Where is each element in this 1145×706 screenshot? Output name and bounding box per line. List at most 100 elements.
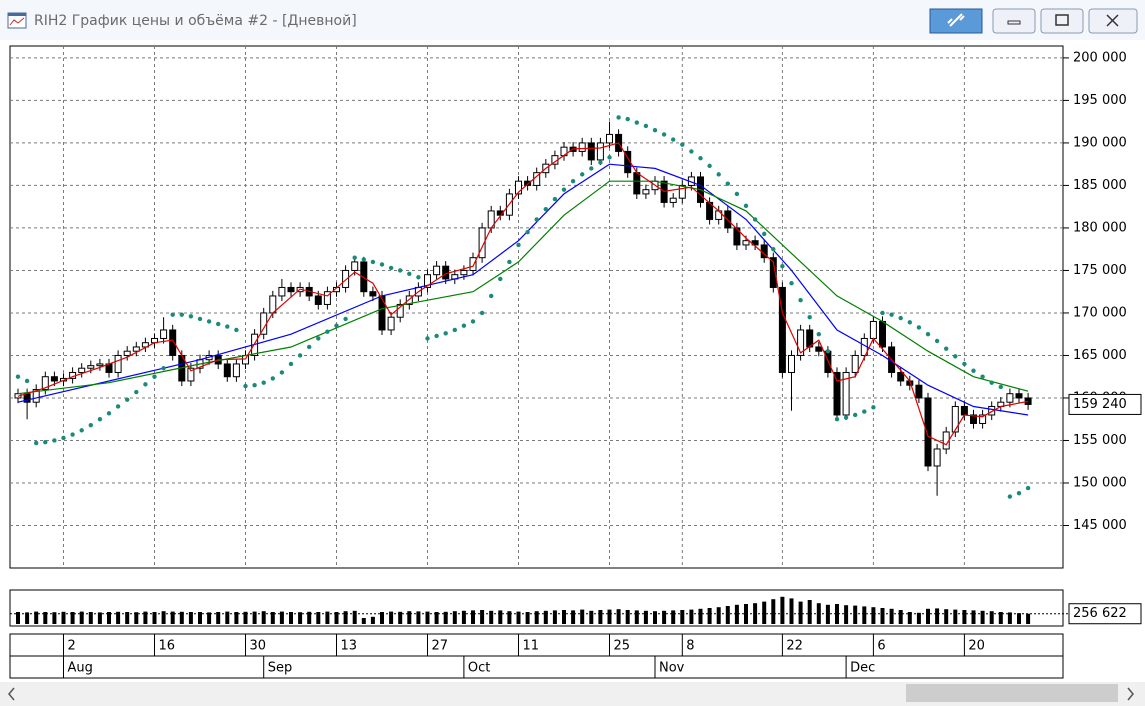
candle-body bbox=[87, 365, 95, 369]
volume-bar bbox=[998, 612, 1003, 624]
volume-bar bbox=[662, 610, 667, 624]
sar-dot bbox=[225, 324, 230, 329]
scroll-right[interactable] bbox=[1127, 687, 1134, 701]
x-tick-label: 27 bbox=[432, 639, 449, 654]
candle-body bbox=[460, 269, 468, 276]
x-tick-label: 25 bbox=[614, 639, 631, 654]
volume-bar bbox=[835, 604, 839, 624]
volume-bar bbox=[179, 611, 184, 624]
maximize-button[interactable] bbox=[1040, 8, 1084, 34]
sar-dot bbox=[771, 246, 776, 252]
volume-bar bbox=[525, 612, 530, 624]
sar-dot bbox=[816, 332, 821, 337]
volume-bar bbox=[289, 612, 293, 624]
volume-bar bbox=[762, 601, 767, 624]
candle-body bbox=[396, 303, 404, 318]
volume-bar bbox=[425, 611, 430, 624]
sar-dot bbox=[752, 217, 758, 222]
sar-dot bbox=[916, 325, 922, 330]
volume-bar bbox=[316, 612, 321, 624]
sar-dot bbox=[70, 432, 75, 437]
volume-bar bbox=[962, 610, 967, 624]
close-button[interactable] bbox=[1088, 8, 1138, 34]
sar-dot bbox=[352, 255, 357, 260]
link-button[interactable] bbox=[929, 8, 983, 34]
candle-body bbox=[733, 227, 741, 246]
y-tick-label: 190 000 bbox=[1073, 135, 1127, 150]
y-tick-label: 150 000 bbox=[1073, 475, 1127, 490]
candle-body bbox=[933, 448, 941, 467]
sar-dot bbox=[652, 127, 658, 133]
sar-dot bbox=[15, 374, 21, 379]
volume-bar bbox=[188, 612, 193, 624]
x-tick-label: 13 bbox=[341, 639, 358, 654]
candle-body bbox=[360, 261, 368, 293]
volume-bar bbox=[516, 611, 521, 624]
candle-body bbox=[979, 414, 987, 424]
sar-dot bbox=[152, 374, 157, 379]
x-tick-label: 6 bbox=[877, 639, 885, 654]
sar-dot bbox=[125, 397, 130, 402]
volume-frame bbox=[9, 589, 1064, 627]
sar-dot bbox=[944, 346, 949, 351]
y-tick-label: 155 000 bbox=[1073, 433, 1127, 448]
volume-bar bbox=[343, 611, 348, 624]
sar-dot bbox=[416, 275, 421, 280]
volume-bar bbox=[853, 605, 858, 624]
y-tick-label: 170 000 bbox=[1073, 305, 1127, 320]
sar-dot bbox=[907, 320, 912, 325]
sar-dot bbox=[798, 297, 803, 303]
candle-body bbox=[915, 384, 923, 399]
x-tick-label: 20 bbox=[968, 639, 985, 654]
volume-bar bbox=[807, 600, 812, 624]
sar-dot bbox=[962, 361, 967, 367]
scroll-thumb[interactable] bbox=[906, 684, 1118, 702]
candle-body bbox=[988, 405, 996, 416]
volume-bar bbox=[352, 610, 357, 624]
candle-body bbox=[678, 184, 686, 199]
sar-dot bbox=[24, 378, 30, 384]
candle-body bbox=[769, 257, 777, 288]
candle-body bbox=[187, 367, 195, 382]
sar-dot bbox=[561, 187, 567, 192]
sar-dot bbox=[498, 276, 503, 282]
sar-dot bbox=[143, 382, 148, 387]
sar-dot bbox=[470, 319, 476, 324]
sar-dot bbox=[252, 383, 257, 388]
sar-dot bbox=[889, 312, 894, 317]
minimize-button[interactable] bbox=[992, 8, 1036, 34]
sar-dot bbox=[570, 178, 576, 184]
volume-bar bbox=[198, 612, 202, 624]
volume-bar bbox=[634, 610, 639, 624]
volume-bar bbox=[61, 611, 66, 624]
scroll-left[interactable] bbox=[8, 687, 15, 701]
volume-bar bbox=[361, 618, 366, 624]
volume-bar bbox=[97, 612, 102, 624]
x-tick-label: 11 bbox=[523, 639, 540, 654]
sar-dot bbox=[825, 349, 831, 354]
sar-dot bbox=[853, 412, 858, 418]
candle-body bbox=[1024, 397, 1032, 405]
sar-dot bbox=[88, 422, 94, 428]
candle-body bbox=[1015, 393, 1023, 399]
volume-bar bbox=[653, 611, 657, 624]
sar-dot bbox=[543, 207, 548, 212]
volume-bar bbox=[270, 612, 275, 624]
candle-body bbox=[606, 133, 613, 144]
sar-dot bbox=[607, 155, 612, 160]
month-label: Dec bbox=[850, 661, 875, 676]
volume-bar bbox=[716, 607, 721, 624]
volume-bar bbox=[325, 611, 330, 624]
volume-bar bbox=[298, 612, 303, 624]
sar-dot bbox=[479, 310, 485, 316]
volume-bar bbox=[471, 610, 475, 624]
sar-dot bbox=[780, 263, 785, 269]
sar-dot bbox=[52, 438, 57, 443]
volume-bar bbox=[452, 611, 457, 624]
volume-bar bbox=[489, 610, 494, 624]
volume-bar bbox=[416, 611, 421, 624]
x-tick-label: 30 bbox=[250, 639, 267, 654]
sar-dot bbox=[452, 327, 457, 333]
volume-bar bbox=[916, 612, 921, 624]
volume-bar bbox=[307, 611, 312, 624]
